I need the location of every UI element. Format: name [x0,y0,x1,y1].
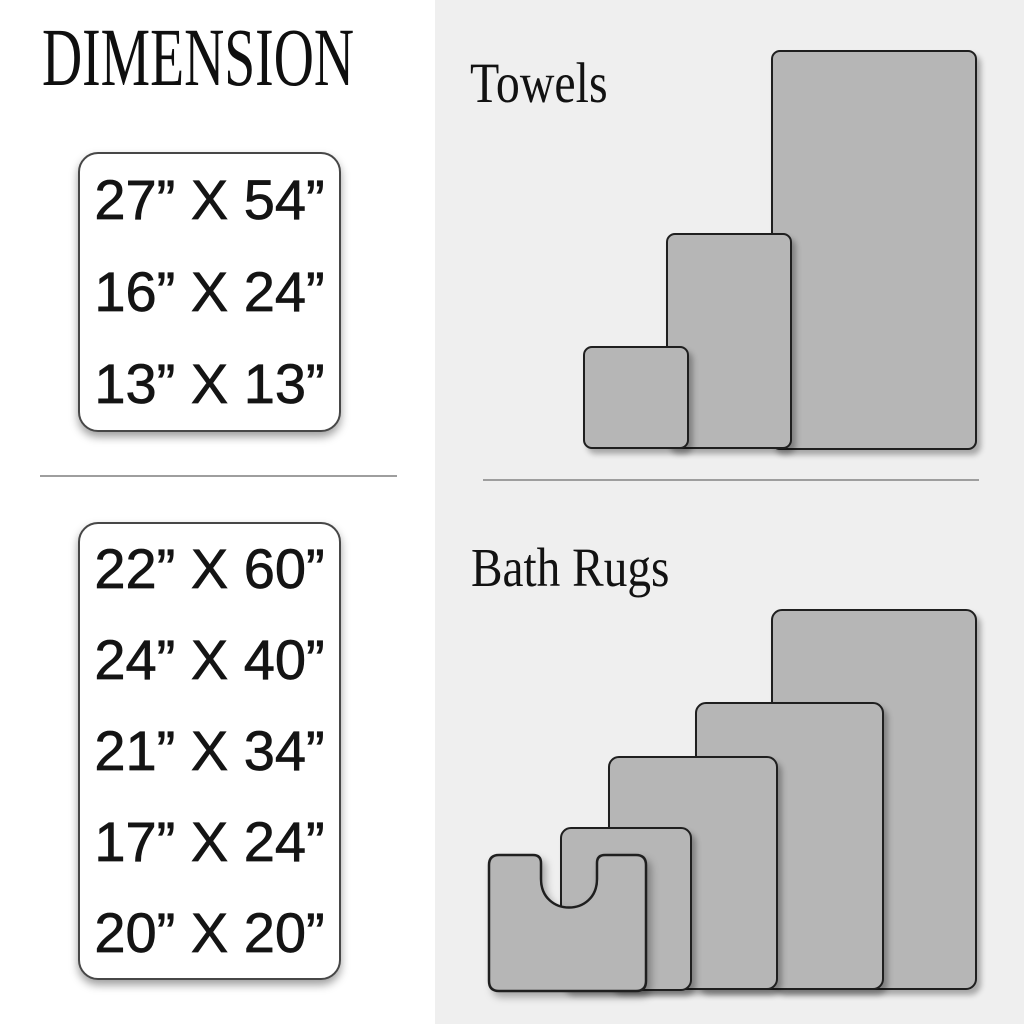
rug-size-22x60: 22” X 60” [94,537,325,601]
rug-sizes-box: 22” X 60” 24” X 40” 21” X 34” 17” X 24” … [78,522,341,980]
towel-size-16x24: 16” X 24” [94,260,325,323]
towel-sizes-box: 27” X 54” 16” X 24” 13” X 13” [78,152,341,432]
towel-size-13x13: 13” X 13” [94,352,325,415]
rug-size-20x20: 20” X 20” [94,900,325,964]
page-title: DIMENSION [42,11,355,103]
towel-shape-wash-13x13 [583,346,689,449]
rug-size-24x40: 24” X 40” [94,628,325,692]
bath-rugs-section-heading: Bath Rugs [471,537,670,598]
left-section-divider [40,475,397,477]
right-section-divider [483,479,979,481]
towels-section-heading: Towels [470,52,608,115]
contour-rug-path [487,853,648,993]
towel-size-27x54: 27” X 54” [94,168,325,231]
towel-shape-bath-27x54 [771,50,977,450]
rug-size-21x34: 21” X 34” [94,718,325,782]
rug-shape-contour-20x20 [487,853,648,993]
rug-size-17x24: 17” X 24” [94,809,325,873]
